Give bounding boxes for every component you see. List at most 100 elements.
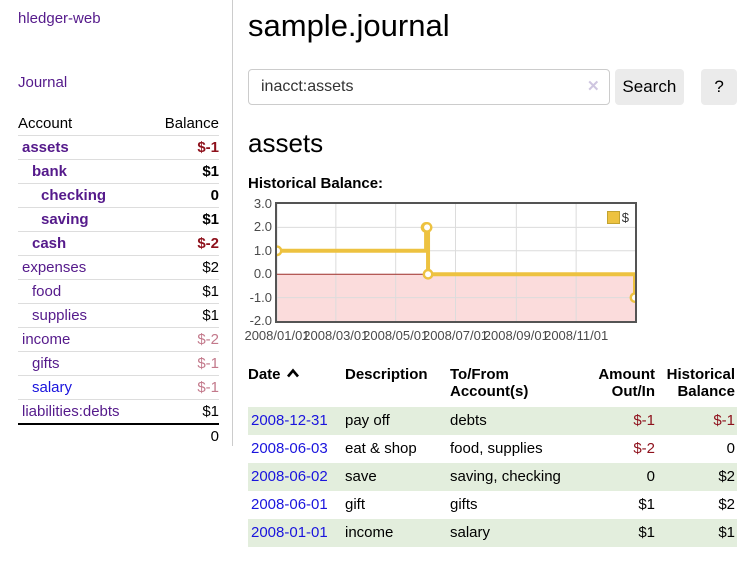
account-balance: $-2 <box>149 327 219 352</box>
transaction-date-link[interactable]: 2008-06-03 <box>251 440 328 457</box>
register-col-amount: Amount Out/In <box>598 366 655 400</box>
register-row: 2008-06-01 gift gifts $1 $2 <box>248 491 737 519</box>
transaction-accounts: gifts <box>450 496 478 513</box>
help-button[interactable]: ? <box>701 69 737 105</box>
account-row-gifts: gifts $-1 <box>18 351 219 376</box>
account-balance: $1 <box>149 303 219 328</box>
account-balance: $-1 <box>149 375 219 400</box>
register-col-accounts: To/From Account(s) <box>450 366 529 400</box>
x-tick-label: 2008/03/01 <box>303 328 369 343</box>
legend-label: $ <box>621 210 629 225</box>
transaction-amount: $-2 <box>633 440 655 457</box>
transaction-description: pay off <box>345 412 390 429</box>
accounts-header-row: Account Balance <box>18 111 219 136</box>
x-tick-label: 2008/11/01 <box>544 328 609 343</box>
y-tick-label: -1.0 <box>249 289 272 305</box>
x-tick-label: 2008/01/01 <box>244 328 310 343</box>
account-row-income: income $-2 <box>18 327 219 352</box>
app-brand-link[interactable]: hledger-web <box>18 10 101 27</box>
legend-swatch-icon <box>606 211 620 224</box>
transaction-balance: $2 <box>718 496 735 513</box>
account-balance: $-1 <box>149 351 219 376</box>
account-link[interactable]: assets <box>22 139 69 156</box>
accounts-total-row: 0 <box>18 423 219 448</box>
transaction-description: eat & shop <box>345 440 417 457</box>
transaction-date-link[interactable]: 2008-12-31 <box>251 412 328 429</box>
transaction-date-link[interactable]: 2008-06-02 <box>251 468 328 485</box>
search-button[interactable]: Search <box>614 69 685 105</box>
register-row: 2008-06-02 save saving, checking 0 $2 <box>248 463 737 491</box>
account-link[interactable]: bank <box>32 163 68 180</box>
account-balance: $1 <box>149 399 219 424</box>
accounts-col-account: Account <box>18 115 73 132</box>
account-row-bank: bank $1 <box>18 159 219 184</box>
sidebar-item-journal[interactable]: Journal <box>18 74 68 91</box>
account-row-checking: checking 0 <box>18 183 219 208</box>
register-col-date[interactable]: Date <box>248 364 345 407</box>
account-link[interactable]: checking <box>41 187 107 204</box>
x-tick-label: 2008/05/01 <box>363 328 429 343</box>
search-form: ✕ Search ? <box>248 69 737 105</box>
account-balance: 0 <box>149 183 219 208</box>
y-tick-label: -2.0 <box>249 313 272 328</box>
y-tick-label: 1.0 <box>253 242 272 258</box>
account-link[interactable]: liabilities:debts <box>22 403 120 420</box>
account-row-salary: salary $-1 <box>18 375 219 400</box>
transaction-description: save <box>345 468 377 485</box>
transaction-accounts: salary <box>450 524 491 541</box>
transaction-accounts: saving, checking <box>450 468 561 485</box>
account-balance: $1 <box>149 159 219 184</box>
account-link[interactable]: gifts <box>32 355 60 372</box>
account-link[interactable]: income <box>22 331 71 348</box>
chart-x-axis: 2008/01/01 2008/03/01 2008/05/01 2008/07/01… <box>244 328 737 346</box>
accounts-total-value: 0 <box>149 423 219 448</box>
account-balance: $-2 <box>149 231 219 256</box>
transaction-date-link[interactable]: 2008-06-01 <box>251 496 328 513</box>
y-tick-label: 3.0 <box>253 196 272 211</box>
transaction-balance: $-1 <box>713 412 735 429</box>
historical-balance-chart: 3.0 2.0 1.0 0.0 -1.0 -2.0 $ 2008/01/01 2008/03… <box>244 196 737 347</box>
account-row-food: food $1 <box>18 279 219 304</box>
chart-label: Historical Balance: <box>248 175 384 192</box>
account-link[interactable]: cash <box>32 235 67 252</box>
transaction-accounts: debts <box>450 412 487 429</box>
account-link[interactable]: salary <box>32 379 73 396</box>
x-tick-label: 2008/09/01 <box>483 328 549 343</box>
transaction-accounts: food, supplies <box>450 440 543 457</box>
page-title: sample.journal <box>248 8 450 43</box>
sort-ascending-icon <box>286 368 299 378</box>
transaction-balance: $1 <box>718 524 735 541</box>
account-link[interactable]: expenses <box>22 259 87 276</box>
chart-legend: $ <box>606 210 629 225</box>
account-heading: assets <box>248 128 324 158</box>
account-link[interactable]: supplies <box>32 307 88 324</box>
account-row-cash: cash $-2 <box>18 231 219 256</box>
chart-plot-area: $ <box>275 202 637 323</box>
account-row-assets: assets $-1 <box>18 135 219 160</box>
register-col-balance: Historical Balance <box>666 366 735 400</box>
register-table: Date Description To/From Account(s) Amou… <box>248 364 737 547</box>
search-input[interactable] <box>248 69 610 105</box>
account-link[interactable]: food <box>32 283 62 300</box>
transaction-date-link[interactable]: 2008-01-01 <box>251 524 328 541</box>
account-row-liabilities-debts: liabilities:debts $1 <box>18 399 219 424</box>
transaction-amount: $1 <box>638 496 655 513</box>
accounts-col-balance: Balance <box>164 115 219 132</box>
transaction-description: income <box>345 524 394 541</box>
transaction-balance: $2 <box>718 468 735 485</box>
account-balance: $-1 <box>149 135 219 160</box>
register-header-row: Date Description To/From Account(s) Amou… <box>248 364 737 407</box>
account-row-expenses: expenses $2 <box>18 255 219 280</box>
transaction-amount: $1 <box>638 524 655 541</box>
sidebar: hledger-web Journal Account Balance asse… <box>0 0 233 448</box>
register-row: 2008-12-31 pay off debts $-1 $-1 <box>248 407 737 435</box>
account-link[interactable]: saving <box>41 211 89 228</box>
search-box: ✕ <box>248 69 610 105</box>
register-row: 2008-06-03 eat & shop food, supplies $-2… <box>248 435 737 463</box>
chart-canvas <box>277 204 635 321</box>
clear-search-icon[interactable]: ✕ <box>586 78 600 95</box>
register-row: 2008-01-01 income salary $1 $1 <box>248 519 737 547</box>
account-balance: $1 <box>149 279 219 304</box>
transaction-amount: 0 <box>646 468 655 485</box>
transaction-amount: $-1 <box>633 412 655 429</box>
